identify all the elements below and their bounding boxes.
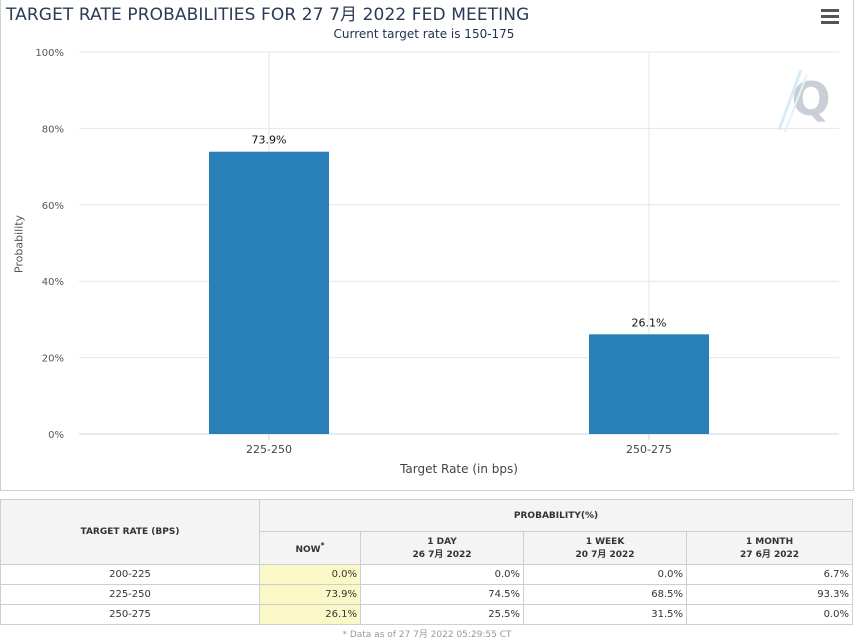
- now-probability-cell: 73.9%: [259, 584, 361, 605]
- bar-data-label: 73.9%: [252, 134, 287, 147]
- chart-subtitle: Current target rate is 150-175: [333, 27, 515, 41]
- bar-225-250[interactable]: [209, 151, 329, 434]
- y-tick-label: 100%: [35, 48, 64, 59]
- y-tick-label: 60%: [42, 201, 64, 212]
- y-tick-label: 0%: [48, 430, 64, 441]
- chart-panel: TARGET RATE PROBABILITIES FOR 27 7月 2022…: [0, 0, 854, 491]
- x-tick-label: 225-250: [246, 443, 292, 456]
- probability-cell: 93.3%: [685, 584, 854, 605]
- probability-table-wrap: TARGET RATE (BPS) PROBABILITY(%) NOW* 1 D…: [0, 499, 854, 625]
- column-header-3: 1 MONTH 27 6月 2022: [685, 531, 854, 565]
- column-header-label: 1 DAY: [427, 536, 457, 547]
- column-header-label: 1 MONTH: [745, 536, 794, 547]
- target-rate-cell: 225-250: [0, 584, 260, 605]
- bar-250-275[interactable]: [589, 334, 709, 434]
- now-probability-cell: 0.0%: [259, 564, 361, 585]
- bar-data-label: 26.1%: [632, 316, 667, 329]
- probability-cell: 31.5%: [523, 604, 687, 625]
- probability-cell: 6.7%: [685, 564, 854, 585]
- target-rate-cell: 250-275: [0, 604, 260, 625]
- y-tick-label: 40%: [42, 277, 64, 288]
- target-rate-header: TARGET RATE (BPS): [0, 499, 260, 565]
- chart-menu-button[interactable]: [819, 6, 841, 26]
- hamburger-icon-line: [821, 21, 839, 24]
- probability-cell: 25.5%: [360, 604, 524, 625]
- now-probability-cell: 26.1%: [259, 604, 361, 625]
- table-row: 200-225 0.0% 0.0% 0.0% 6.7%: [0, 564, 854, 585]
- probability-cell: 0.0%: [523, 564, 687, 585]
- q-logo-watermark-icon: Q: [777, 69, 831, 133]
- y-tick-label: 20%: [42, 354, 64, 365]
- hamburger-icon-line: [821, 15, 839, 18]
- target-rate-cell: 200-225: [0, 564, 260, 585]
- probability-cell: 0.0%: [360, 564, 524, 585]
- chart-title: TARGET RATE PROBABILITIES FOR 27 7月 2022…: [6, 5, 530, 25]
- column-header-0: NOW*: [259, 531, 361, 565]
- column-header-date: 20 7月 2022: [575, 549, 635, 560]
- column-header-label: 1 WEEK: [585, 536, 625, 547]
- y-tick-label: 80%: [42, 124, 64, 135]
- probability-header: PROBABILITY(%): [258, 499, 854, 532]
- table-row: 250-275 26.1% 25.5% 31.5% 0.0%: [0, 604, 854, 625]
- column-header-date: 26 7月 2022: [412, 549, 472, 560]
- table-row: 225-250 73.9% 74.5% 68.5% 93.3%: [0, 584, 854, 605]
- data-timestamp-footnote: * Data as of 27 7月 2022 05:29:55 CT: [342, 630, 512, 640]
- column-header-label: NOW: [295, 545, 321, 555]
- probability-cell: 74.5%: [360, 584, 524, 605]
- x-tick-label: 250-275: [626, 443, 672, 456]
- x-axis-label: Target Rate (in bps): [400, 462, 518, 476]
- probability-table: TARGET RATE (BPS) PROBABILITY(%) NOW* 1 D…: [0, 499, 854, 625]
- now-asterisk: *: [320, 541, 325, 550]
- bar-chart: Q 0% 20% 40% 60% 80% 100% 73.9% 225-250 26.1% 250…: [35, 48, 839, 456]
- column-header-2: 1 WEEK 20 7月 2022: [523, 531, 687, 565]
- probability-cell: 68.5%: [523, 584, 687, 605]
- column-header-date: 27 6月 2022: [739, 549, 800, 560]
- column-header-1: 1 DAY 26 7月 2022: [360, 531, 524, 565]
- hamburger-icon: [821, 9, 839, 12]
- probability-cell: 0.0%: [685, 604, 854, 625]
